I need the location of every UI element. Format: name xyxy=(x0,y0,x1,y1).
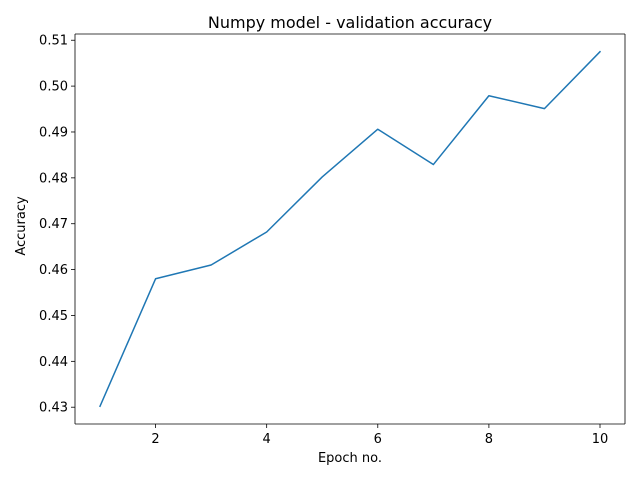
y-tick-label: 0.50 xyxy=(39,80,68,95)
x-tick-label: 6 xyxy=(374,432,382,447)
y-tick-label: 0.47 xyxy=(39,217,68,232)
x-tick-label: 10 xyxy=(592,432,609,447)
series-line-0 xyxy=(99,50,602,408)
plot-area: 2 4 6 8 10 0.43 0.44 0.45 0.46 0.47 0.48 0.49 0.50 0.… xyxy=(39,33,626,447)
y-tick-label: 0.43 xyxy=(39,401,68,416)
y-tick-label: 0.51 xyxy=(39,34,68,49)
x-tick-label: 4 xyxy=(263,432,271,447)
y-tick-label: 0.44 xyxy=(39,355,68,370)
x-tick-label: 8 xyxy=(485,432,493,447)
y-axis-label: Accuracy xyxy=(14,196,29,256)
x-tick-label: 2 xyxy=(151,432,159,447)
y-tick-label: 0.48 xyxy=(39,171,68,186)
chart-title: Numpy model - validation accuracy xyxy=(208,13,492,32)
y-tick-label: 0.46 xyxy=(39,263,68,278)
x-axis-label: Epoch no. xyxy=(318,451,382,466)
y-tick-label: 0.45 xyxy=(39,309,68,324)
y-tick-label: 0.49 xyxy=(39,125,68,140)
